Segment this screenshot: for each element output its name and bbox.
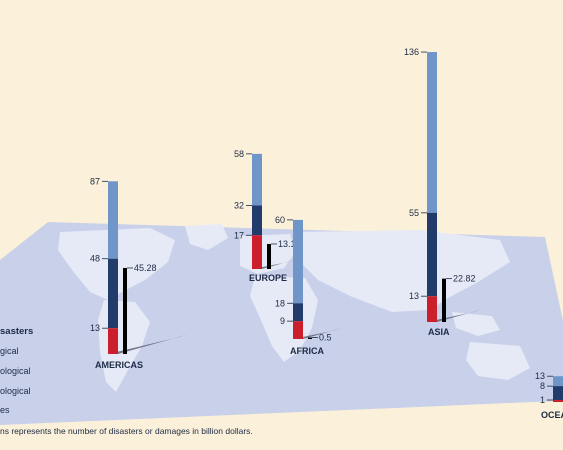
- americas-tick-label-0: 87: [90, 176, 100, 186]
- europe-tick-label-2: 17: [234, 230, 244, 240]
- americas-tick-label-2: 13: [90, 323, 100, 333]
- africa-damage-bar: [308, 337, 312, 339]
- legend-item-4: es: [0, 405, 10, 415]
- americas-bar-middle-segment: [108, 258, 118, 329]
- asia-bar-middle-segment: [427, 212, 437, 297]
- africa-damage-label: 0.5: [319, 333, 332, 343]
- bars-layer: 87481345.28AMERICAS58321713.17EUROPE6018…: [90, 47, 563, 420]
- australia-landmass: [466, 342, 530, 380]
- europe-tick-label-0: 58: [234, 149, 244, 159]
- africa-bar-lower-segment: [293, 321, 303, 339]
- ocea-tick-label-0: 13: [535, 371, 545, 381]
- asia-damage-label: 22.82: [453, 274, 476, 284]
- africa-tick-label-0: 60: [275, 215, 285, 225]
- europe-bar-lower-segment: [252, 235, 262, 269]
- europe-bar-middle-segment: [252, 205, 262, 236]
- greenland-landmass: [185, 224, 228, 250]
- africa-tick-label-1: 18: [275, 298, 285, 308]
- ocea-tick-label-2: 1: [540, 395, 545, 405]
- africa-tick-label-2: 9: [280, 316, 285, 326]
- europe-damage-bar: [267, 243, 271, 269]
- ocea-bar-upper-segment: [553, 376, 563, 387]
- asia-landmass: [296, 230, 510, 312]
- americas-region-label: AMERICAS: [95, 360, 143, 370]
- europe-tick-label-1: 32: [234, 200, 244, 210]
- africa-bar-middle-segment: [293, 303, 303, 322]
- southeast-asia-islands: [452, 312, 500, 336]
- americas-damage-label: 45.28: [134, 263, 157, 273]
- asia-tick-label-2: 13: [409, 291, 419, 301]
- ocea-tick-label-1: 8: [540, 381, 545, 391]
- americas-bar-lower-segment: [108, 328, 118, 354]
- chart-note: ns represents the number of disasters or…: [0, 426, 253, 436]
- ocea-bar-lower-segment: [553, 400, 563, 402]
- asia-tick-label-0: 136: [404, 47, 419, 57]
- americas-bar-upper-segment: [108, 181, 118, 259]
- americas-tick-label-1: 48: [90, 254, 100, 264]
- ocea-bar-middle-segment: [553, 386, 563, 401]
- ocea-region-label: OCEA: [541, 410, 563, 420]
- legend-item-1: gical: [0, 346, 19, 356]
- asia-bar-lower-segment: [427, 296, 437, 322]
- legend-item-3: ological: [0, 386, 31, 396]
- africa-region-label: AFRICA: [290, 346, 324, 356]
- americas-damage-bar: [123, 267, 127, 354]
- europe-damage-label: 13.17: [278, 239, 301, 249]
- asia-tick-label-1: 55: [409, 208, 419, 218]
- asia-region-label: ASIA: [428, 327, 450, 337]
- europe-region-label: EUROPE: [249, 273, 287, 283]
- legend-item-2: ological: [0, 366, 31, 376]
- africa-bar-upper-segment: [293, 219, 303, 304]
- europe-bar-upper-segment: [252, 153, 262, 206]
- legend-title: sasters: [0, 326, 34, 337]
- asia-damage-bar: [442, 278, 446, 322]
- world-landmasses: [58, 224, 530, 392]
- asia-bar-upper-segment: [427, 52, 437, 213]
